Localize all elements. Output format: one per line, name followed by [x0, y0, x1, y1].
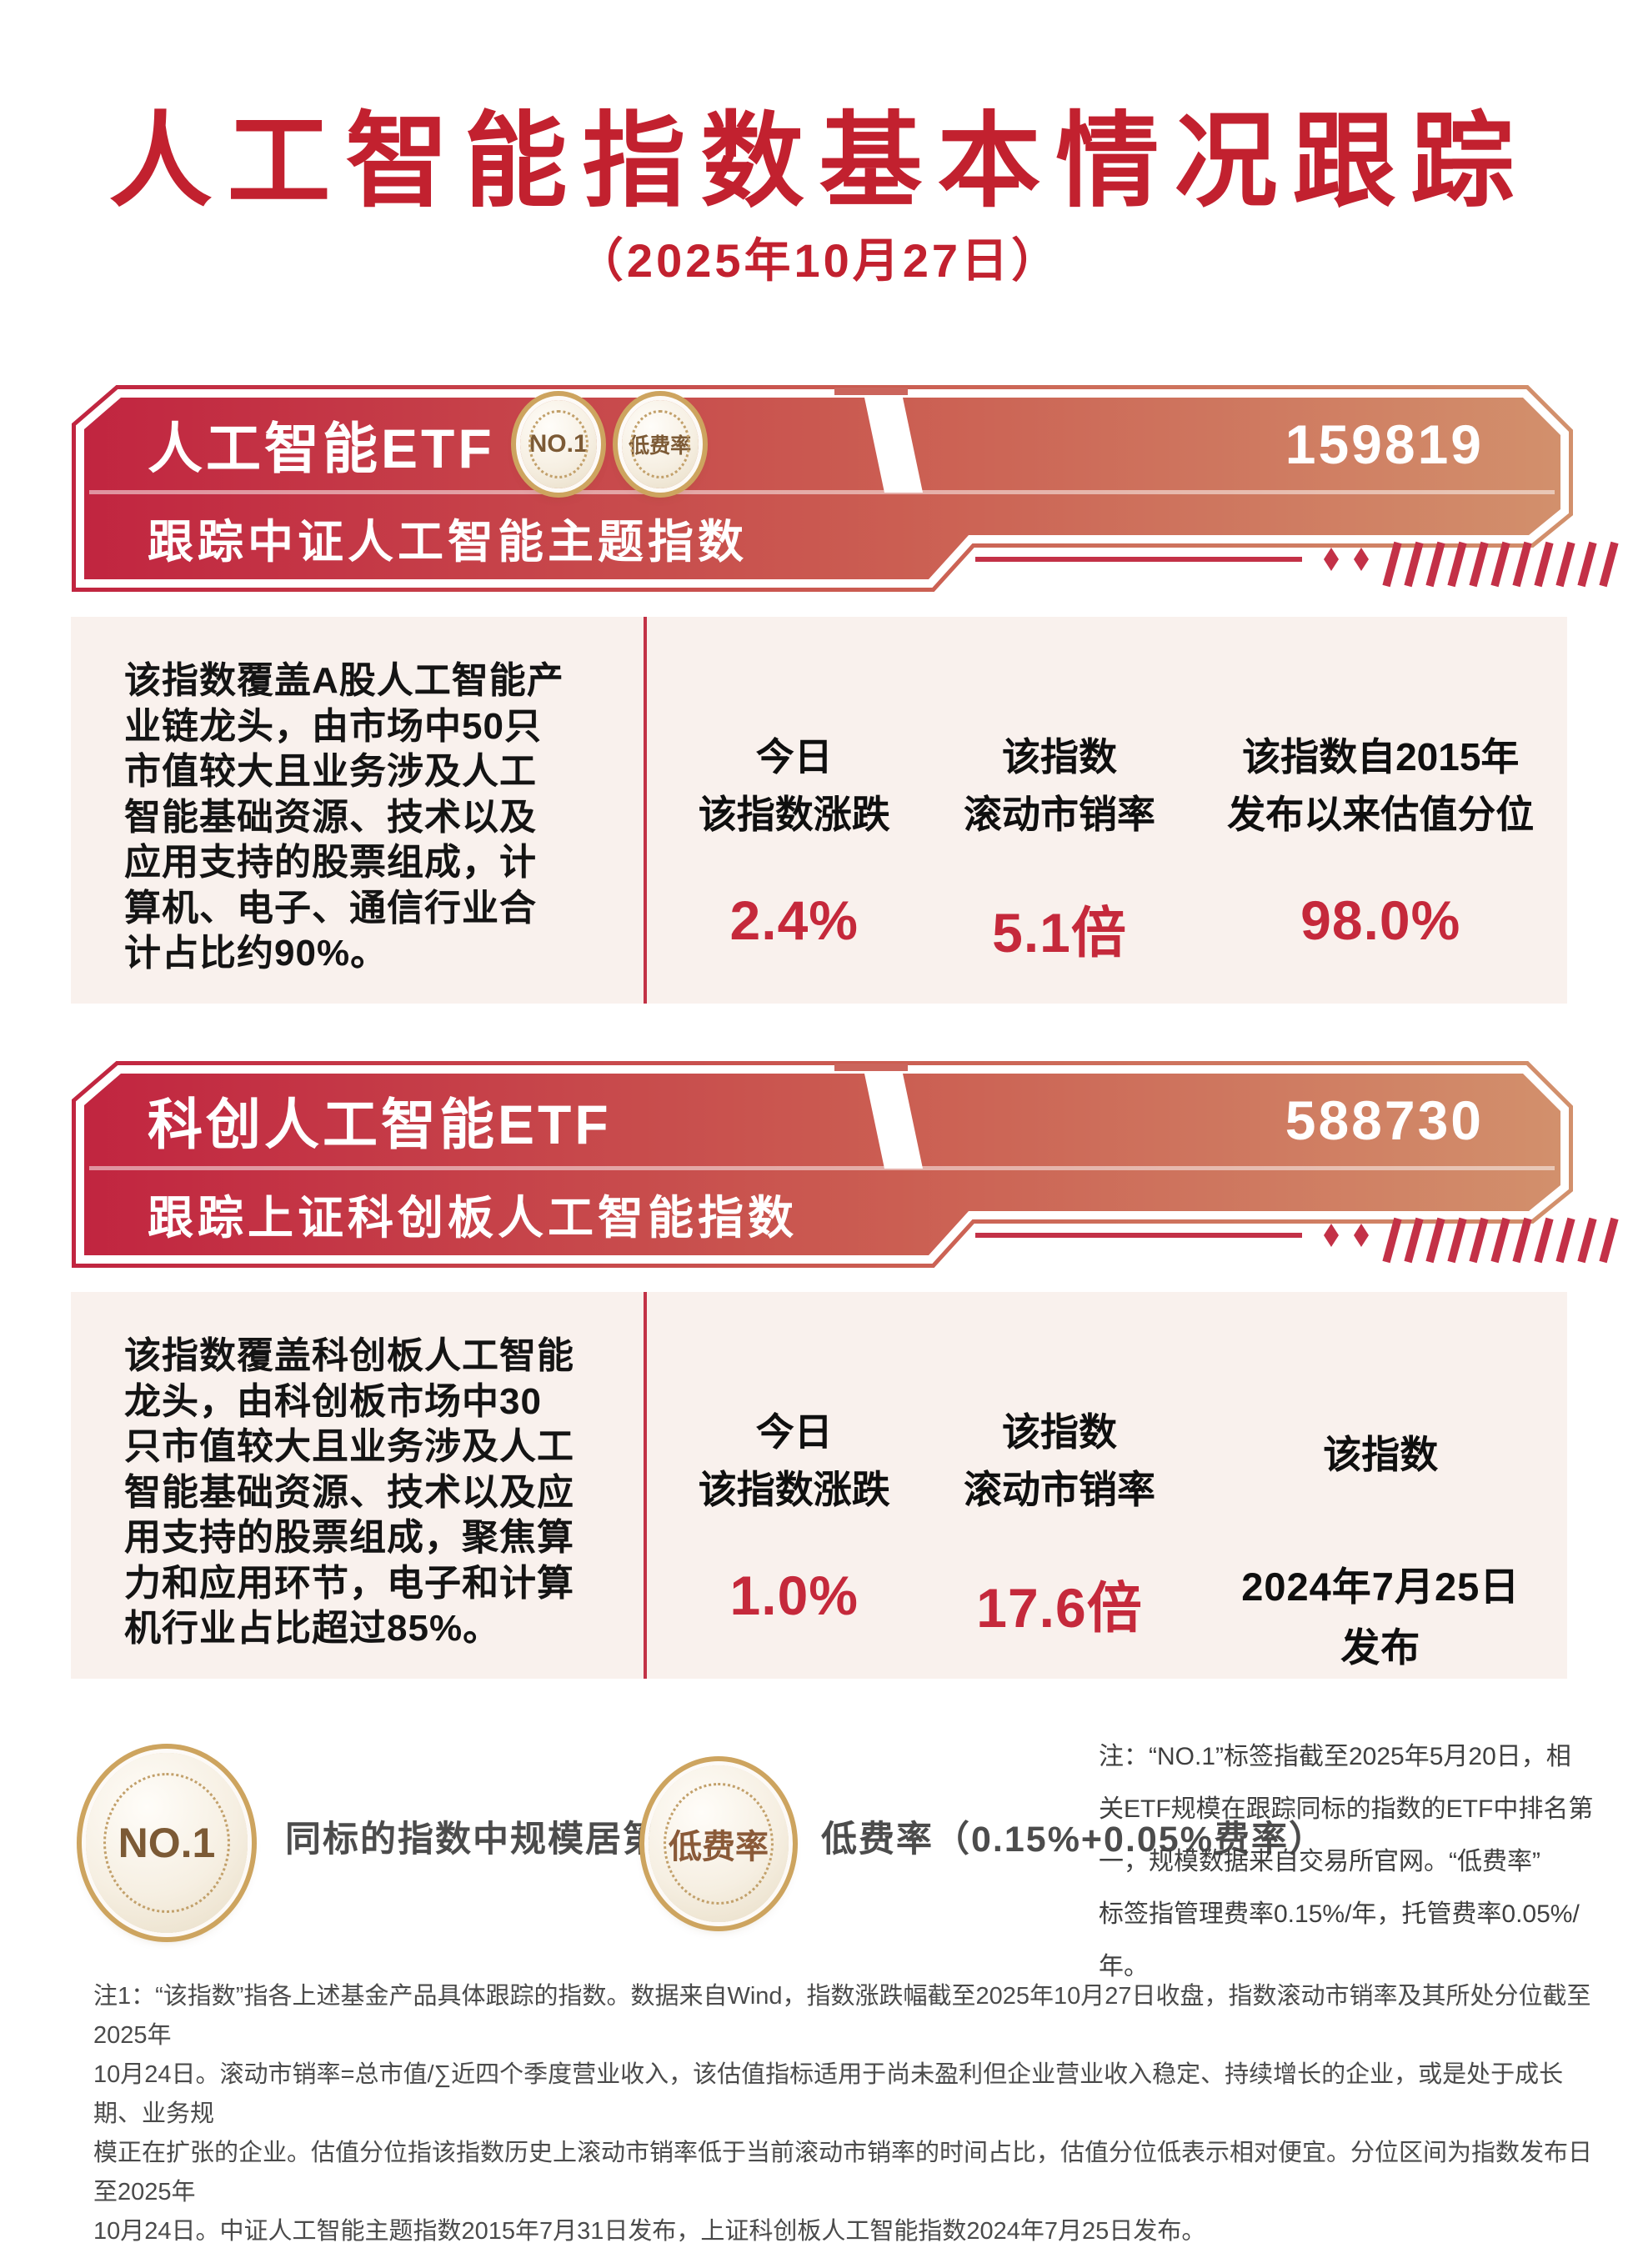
stat-valuation-percentile: 该指数自2015年 发布以来估值分位 98.0%	[1200, 617, 1563, 1004]
product-code: 159819	[1285, 413, 1484, 475]
banner-ai-etf: 人工智能ETF NO.1 低费率 159819 跟踪中证人工智能主题指数	[71, 385, 1619, 598]
lowfee-medal-icon: 低费率	[649, 1765, 789, 1922]
product-name: 人工智能ETF	[148, 418, 495, 479]
tracking-index: 跟踪中证人工智能主题指数	[148, 516, 749, 568]
lowfee-legend-text: 低费率（0.15%+0.05%费率）	[821, 1820, 1326, 1860]
no1-medal-label: NO.1	[118, 1820, 216, 1866]
index-description: 该指数覆盖A股人工智能产 业链龙头，由市场中50只 市值较大且业务涉及人工 智能…	[124, 660, 564, 974]
banner-shape	[72, 1061, 1619, 1268]
stat-value: 17.6倍	[976, 1577, 1143, 1639]
no1-badge-label: NO.1	[528, 430, 588, 458]
card-ai-etf: 该指数覆盖A股人工智能产 业链龙头，由市场中50只 市值较大且业务涉及人工 智能…	[71, 617, 1567, 1004]
footnote-1: 注1：“该指数”指各上述基金产品具体跟踪的指数。数据来自Wind，指数涨跌幅截至…	[93, 1983, 1593, 2245]
stat-label: 该指数自2015年 发布以来估值分位	[1227, 735, 1535, 836]
stat-label: 该指数	[1323, 1432, 1439, 1476]
no1-legend-text: 同标的指数中规模居第一	[285, 1820, 698, 1860]
stat-ps-ratio: 该指数 滚动市销率 17.6倍	[920, 1292, 1200, 1679]
stat-label: 该指数 滚动市销率	[964, 1410, 1155, 1511]
banner-shape	[72, 385, 1619, 592]
stat-ps-ratio: 该指数 滚动市销率 5.1倍	[920, 617, 1200, 1004]
product-code: 588730	[1285, 1089, 1484, 1151]
footnote-2: 注2：银行、互联网平台等相关销售机构提供可场外投资的ETF联接基金。	[93, 2263, 1594, 2268]
lowfee-medal-label: 低费率	[669, 1829, 769, 1865]
page-title: 人工智能指数基本情况跟踪	[108, 104, 1530, 219]
banner-title-row: 人工智能ETF NO.1 低费率 159819	[148, 400, 1484, 488]
stat-value: 2024年7月25日 发布	[1241, 1565, 1520, 1670]
banner-star-ai-etf: 科创人工智能ETF 588730 跟踪上证科创板人工智能指数	[71, 1061, 1619, 1274]
stat-label: 今日 该指数涨跌	[698, 1410, 890, 1511]
no1-medal-icon: NO.1	[86, 1753, 248, 1933]
vertical-divider	[644, 617, 647, 1004]
legend-note: 注：“NO.1”标签指截至2025年5月20日，相 关ETF规模在跟踪同标的指数…	[1099, 1743, 1594, 1980]
stat-value: 98.0%	[1300, 889, 1461, 951]
stat-launch-date: 该指数 2024年7月25日 发布	[1200, 1292, 1563, 1679]
footnotes: 注1：“该指数”指各上述基金产品具体跟踪的指数。数据来自Wind，指数涨跌幅截至…	[93, 1977, 1594, 2268]
product-name: 科创人工智能ETF	[148, 1094, 612, 1155]
card-star-ai-etf: 该指数覆盖科创板人工智能 龙头，由科创板市场中30 只市值较大且业务涉及人工 智…	[71, 1292, 1567, 1679]
stat-value: 2.4%	[729, 889, 859, 951]
lowfee-badge-icon: 低费率	[621, 400, 699, 488]
stats-row: 今日 该指数涨跌 1.0% 该指数 滚动市销率 17.6倍 该指数 2024年7…	[647, 1292, 1562, 1679]
stat-value: 1.0%	[729, 1565, 859, 1626]
tracking-index: 跟踪上证科创板人工智能指数	[148, 1192, 799, 1244]
stat-daily-change: 今日 该指数涨跌 2.4%	[669, 617, 920, 1004]
vertical-divider	[644, 1292, 647, 1679]
stat-value: 5.1倍	[992, 902, 1127, 964]
lowfee-badge-label: 低费率	[629, 434, 692, 458]
stats-row: 今日 该指数涨跌 2.4% 该指数 滚动市销率 5.1倍 该指数自2015年 发…	[647, 617, 1562, 1004]
page-date: （2025年10月27日）	[576, 234, 1062, 287]
index-description: 该指数覆盖科创板人工智能 龙头，由科创板市场中30 只市值较大且业务涉及人工 智…	[124, 1335, 574, 1650]
banner-title-row: 科创人工智能ETF 588730	[148, 1077, 1484, 1164]
stat-daily-change: 今日 该指数涨跌 1.0%	[669, 1292, 920, 1679]
stat-label: 该指数 滚动市销率	[964, 735, 1155, 836]
stat-label: 今日 该指数涨跌	[698, 735, 890, 836]
no1-badge-icon: NO.1	[519, 400, 597, 488]
